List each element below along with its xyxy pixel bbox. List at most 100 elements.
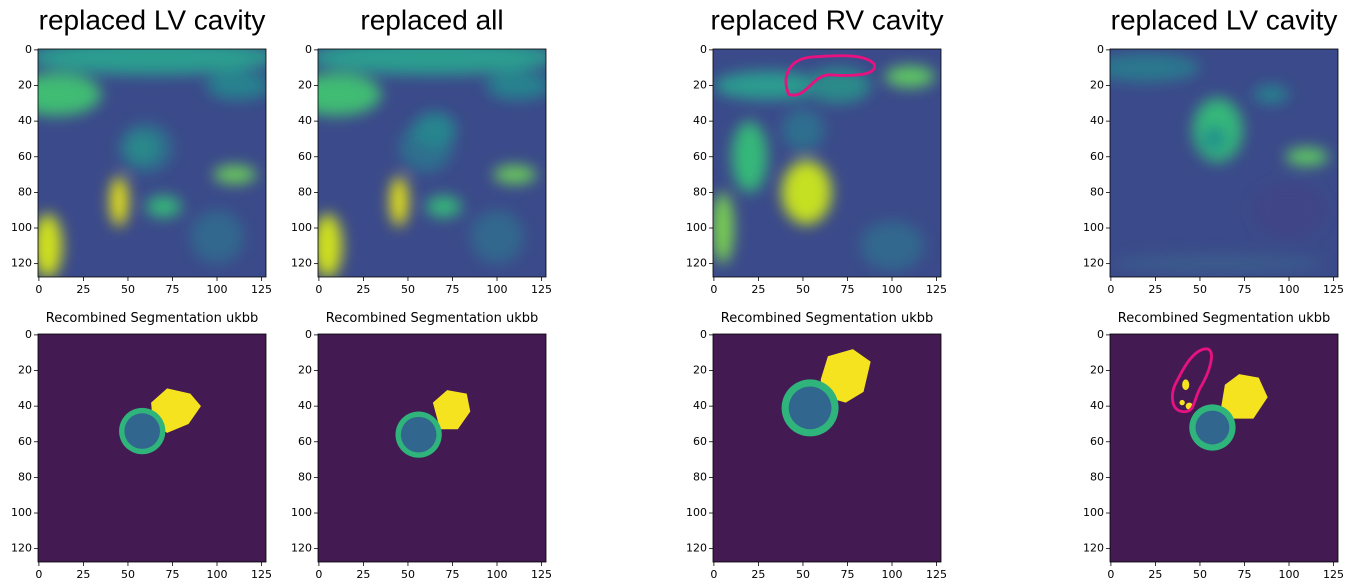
image-content xyxy=(713,49,941,277)
y-tick-label: 0 xyxy=(1097,328,1104,341)
y-tick-label: 20 xyxy=(298,79,312,92)
y-tick-label: 40 xyxy=(1090,399,1104,412)
y-tick-label: 100 xyxy=(686,506,707,519)
y-tick-label: 100 xyxy=(291,221,312,234)
y-tick-label: 20 xyxy=(18,364,32,377)
segmentation-image xyxy=(38,334,266,562)
y-tick-label: 100 xyxy=(1083,506,1104,519)
y-tick-label: 60 xyxy=(1090,435,1104,448)
tissue xyxy=(110,176,128,227)
y-tick-label: 80 xyxy=(1090,185,1104,198)
image-content xyxy=(318,334,546,562)
tissue xyxy=(38,49,266,75)
column-title: replaced LV cavity xyxy=(39,4,266,35)
image-content xyxy=(1110,49,1338,277)
x-tick-label: 25 xyxy=(76,568,90,581)
x-tick-label: 0 xyxy=(1107,283,1114,296)
y-tick-label: 120 xyxy=(686,542,707,555)
segmentation-image xyxy=(1110,334,1338,562)
x-tick-label: 75 xyxy=(1237,568,1251,581)
y-tick-label: 80 xyxy=(693,470,707,483)
lv-cavity xyxy=(400,416,437,453)
column-title: replaced RV cavity xyxy=(711,4,944,35)
y-tick-label: 40 xyxy=(1090,114,1104,127)
tissue xyxy=(190,210,244,264)
y-tick-label: 120 xyxy=(686,257,707,270)
x-tick-label: 0 xyxy=(1107,568,1114,581)
x-tick-label: 0 xyxy=(315,283,322,296)
x-tick-label: 25 xyxy=(356,568,370,581)
y-tick-label: 20 xyxy=(1090,79,1104,92)
tissue xyxy=(1110,252,1325,275)
x-tick-label: 125 xyxy=(1323,568,1344,581)
y-tick-label: 20 xyxy=(693,79,707,92)
tissue xyxy=(781,160,832,225)
tissue xyxy=(318,213,343,277)
y-tick-label: 120 xyxy=(11,257,32,270)
background xyxy=(1110,334,1338,562)
x-tick-label: 75 xyxy=(840,568,854,581)
axes-frame xyxy=(37,333,267,563)
x-tick-label: 0 xyxy=(710,568,717,581)
y-tick-label: 40 xyxy=(298,399,312,412)
y-tick-label: 80 xyxy=(693,185,707,198)
x-tick-label: 100 xyxy=(1279,283,1300,296)
x-tick-label: 0 xyxy=(315,568,322,581)
y-tick-label: 120 xyxy=(291,542,312,555)
y-tick-label: 80 xyxy=(1090,470,1104,483)
mri-image xyxy=(1110,49,1338,277)
y-tick-label: 80 xyxy=(18,185,32,198)
image-content xyxy=(1110,334,1338,562)
features xyxy=(38,49,266,277)
y-tick-label: 120 xyxy=(1083,542,1104,555)
x-tick-label: 125 xyxy=(251,283,272,296)
x-tick-label: 75 xyxy=(445,568,459,581)
tissue xyxy=(731,121,768,193)
y-tick-label: 100 xyxy=(11,221,32,234)
tissue xyxy=(713,192,734,264)
x-tick-label: 75 xyxy=(1237,283,1251,296)
tissue xyxy=(884,65,935,88)
x-tick-label: 0 xyxy=(710,283,717,296)
y-tick-label: 60 xyxy=(18,150,32,163)
x-tick-label: 25 xyxy=(751,283,765,296)
x-tick-label: 50 xyxy=(796,568,810,581)
segmentation-image xyxy=(713,334,941,562)
tissue xyxy=(390,176,408,227)
y-tick-label: 100 xyxy=(686,221,707,234)
tissue xyxy=(38,73,102,116)
y-tick-label: 0 xyxy=(700,43,707,56)
y-tick-label: 0 xyxy=(25,328,32,341)
y-tick-label: 60 xyxy=(298,150,312,163)
tissue xyxy=(781,108,825,152)
x-tick-label: 125 xyxy=(926,568,947,581)
x-tick-label: 100 xyxy=(207,568,228,581)
y-tick-label: 40 xyxy=(18,399,32,412)
image-content xyxy=(38,49,266,277)
lv-cavity xyxy=(788,386,832,430)
y-tick-label: 60 xyxy=(298,435,312,448)
y-tick-label: 0 xyxy=(25,43,32,56)
y-tick-label: 60 xyxy=(18,435,32,448)
rv-speck xyxy=(1179,399,1185,406)
rv-region xyxy=(1221,374,1268,419)
x-tick-label: 50 xyxy=(796,283,810,296)
subplot-title: Recombined Segmentation ukbb xyxy=(46,311,258,326)
mri-image xyxy=(318,49,546,277)
x-tick-label: 50 xyxy=(121,568,135,581)
y-tick-label: 100 xyxy=(1083,221,1104,234)
x-tick-label: 25 xyxy=(751,568,765,581)
x-tick-label: 50 xyxy=(1193,568,1207,581)
annotation-loop xyxy=(1170,347,1213,414)
tissue xyxy=(126,133,159,163)
lv-cavity xyxy=(1195,410,1230,445)
y-tick-label: 40 xyxy=(693,114,707,127)
axes-frame xyxy=(1109,333,1339,563)
column-title: replaced LV cavity xyxy=(1111,4,1338,35)
x-tick-label: 50 xyxy=(401,568,415,581)
x-tick-label: 100 xyxy=(487,283,508,296)
tissue xyxy=(413,112,457,148)
subplot-title: Recombined Segmentation ukbb xyxy=(1118,311,1330,326)
mri-image xyxy=(713,49,941,277)
